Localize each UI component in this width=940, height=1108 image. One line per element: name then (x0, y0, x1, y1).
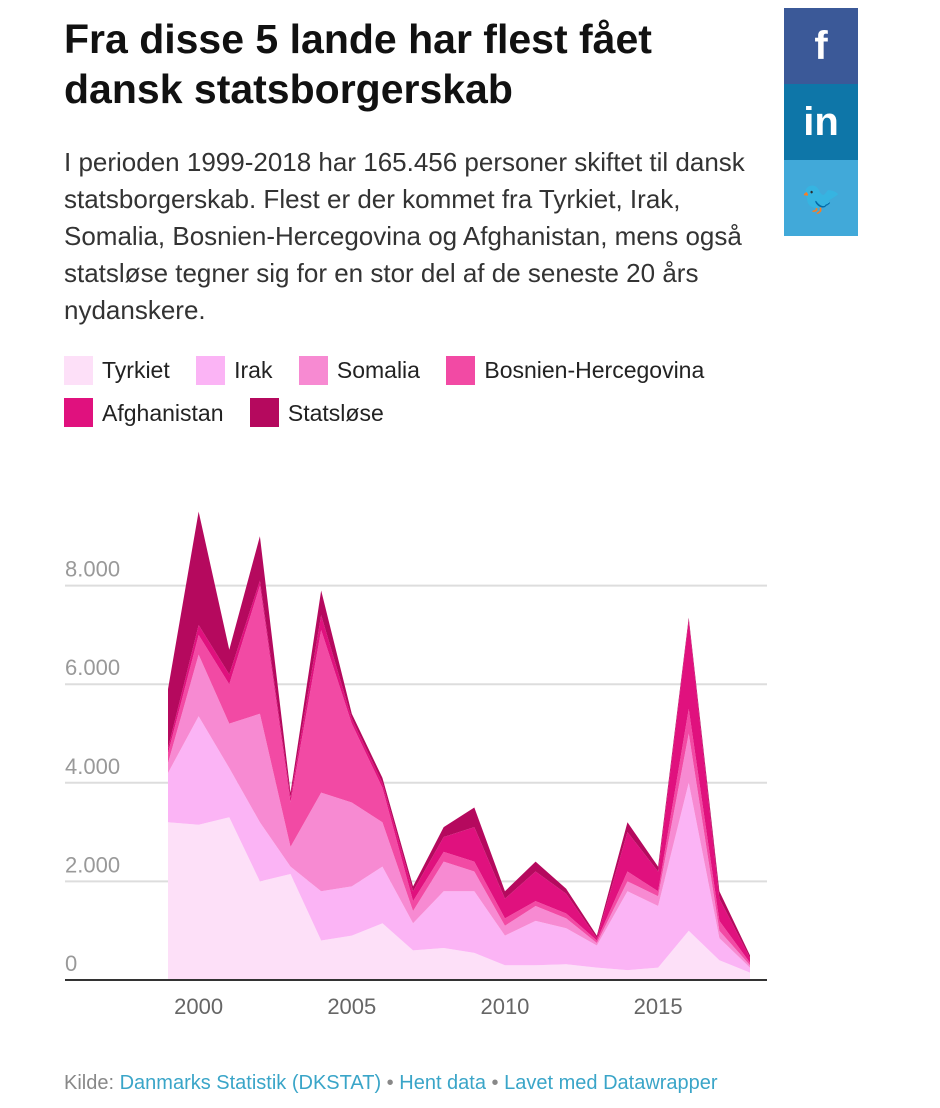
legend-swatch (446, 355, 476, 385)
facebook-icon: f (814, 23, 828, 68)
stacked-area-chart: 0 2.000 4.000 6.000 8.000 2000 2005 2010 2015 (65, 511, 767, 1019)
separator: • (491, 1072, 499, 1094)
x-tick-label: 2005 (327, 994, 376, 1019)
area-irak (168, 716, 750, 973)
legend-item-statslose: Statsløse (249, 395, 384, 431)
separator: • (386, 1072, 394, 1094)
y-tick-label: 6.000 (65, 655, 120, 680)
facebook-share-button[interactable]: f (784, 8, 858, 84)
legend-item-afghanistan: Afghanistan (64, 395, 223, 431)
y-tick-label: 0 (65, 951, 77, 976)
chart-footer: Kilde: Danmarks Statistik (DKSTAT) • Hen… (64, 1072, 718, 1095)
legend-swatch (298, 355, 328, 385)
chart-description: I perioden 1999-2018 har 165.456 persone… (64, 147, 745, 325)
get-data-link[interactable]: Hent data (399, 1072, 486, 1094)
legend-item-irak: Irak (196, 352, 272, 388)
chart-title: Fra disse 5 lande har flest fået dansk s… (64, 16, 652, 112)
linkedin-share-button[interactable]: in (784, 84, 858, 160)
legend-label: Tyrkiet (102, 357, 170, 383)
x-tick-label: 2010 (480, 994, 529, 1019)
legend-swatch (64, 398, 93, 427)
source-label: Kilde: (64, 1072, 115, 1094)
area-tyrkiet (168, 817, 750, 980)
social-share-bar: f in 🐦 (784, 8, 858, 236)
twitter-share-button[interactable]: 🐦 (784, 160, 858, 236)
legend-item-bosnien: Bosnien-Hercegovina (446, 352, 704, 388)
chart-legend: Tyrkiet Irak Somalia Bosnien-Hercegovina… (64, 352, 784, 437)
legend-label: Irak (234, 357, 273, 383)
legend-label: Bosnien-Hercegovina (484, 357, 705, 383)
legend-item-tyrkiet: Tyrkiet (64, 352, 170, 388)
x-tick-label: 2000 (174, 994, 223, 1019)
legend-item-somalia: Somalia (298, 352, 420, 388)
x-tick-label: 2015 (634, 994, 683, 1019)
y-tick-label: 2.000 (65, 852, 120, 877)
datawrapper-link[interactable]: Lavet med Datawrapper (504, 1072, 718, 1094)
legend-swatch (249, 398, 279, 427)
y-tick-label: 8.000 (65, 557, 120, 582)
y-tick-label: 4.000 (65, 754, 120, 779)
legend-label: Afghanistan (102, 399, 224, 426)
twitter-icon: 🐦 (801, 180, 841, 216)
legend-swatch (196, 355, 226, 385)
legend-label: Somalia (336, 357, 420, 383)
linkedin-icon: in (803, 99, 839, 144)
legend-swatch (64, 355, 93, 385)
source-link[interactable]: Danmarks Statistik (DKSTAT) (119, 1072, 382, 1094)
area-bosnienhercegovina (168, 585, 750, 966)
legend-label: Statsløse (287, 399, 384, 426)
